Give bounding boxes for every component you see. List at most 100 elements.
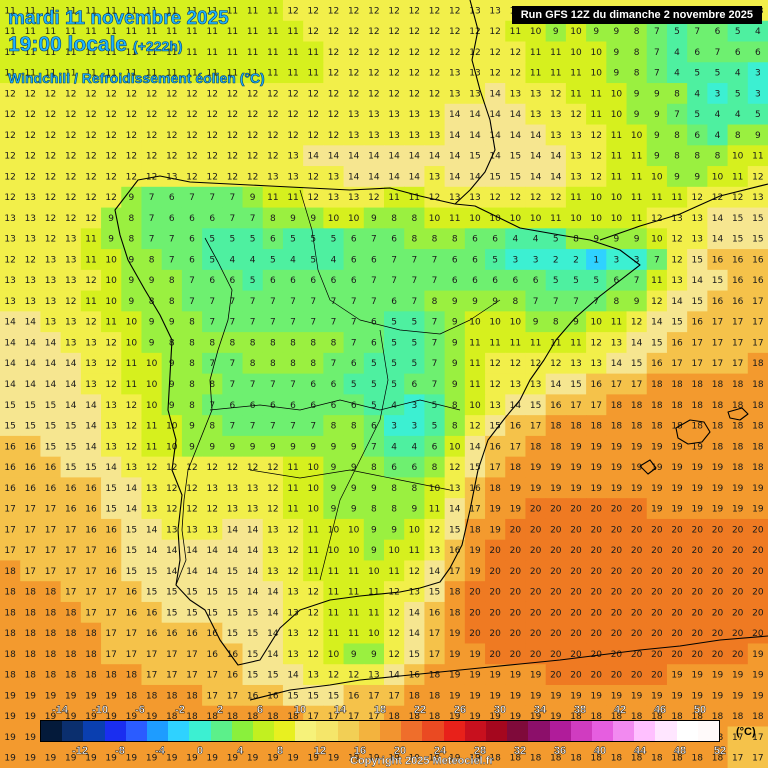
grid-cell bbox=[666, 103, 688, 126]
grid-cell bbox=[384, 145, 405, 167]
grid-value: 13 bbox=[227, 505, 238, 515]
grid-cell bbox=[424, 539, 446, 562]
grid-cell bbox=[141, 456, 163, 479]
grid-cell bbox=[222, 352, 244, 375]
grid-cell bbox=[545, 83, 567, 105]
grid-value: 12 bbox=[45, 110, 56, 120]
grid-value: 5 bbox=[735, 89, 741, 99]
grid-cell bbox=[687, 103, 708, 126]
grid-value: 12 bbox=[489, 380, 500, 390]
grid-value: 3 bbox=[755, 89, 761, 99]
grid-value: 10 bbox=[732, 152, 744, 162]
grid-cell bbox=[687, 186, 708, 209]
legend-label-bottom: 32 bbox=[513, 745, 527, 757]
grid-value: 18 bbox=[105, 671, 117, 681]
grid-cell bbox=[606, 145, 628, 167]
grid-cell bbox=[80, 62, 102, 84]
grid-cell bbox=[363, 20, 385, 43]
grid-value: 15 bbox=[328, 691, 339, 701]
grid-value: 9 bbox=[310, 214, 316, 224]
grid-value: 8 bbox=[209, 422, 215, 432]
grid-value: 16 bbox=[227, 671, 239, 681]
grid-cell bbox=[464, 207, 486, 229]
grid-value: 18 bbox=[166, 691, 178, 701]
grid-cell bbox=[646, 228, 668, 250]
grid-cell bbox=[687, 332, 708, 354]
grid-value: 10 bbox=[651, 172, 663, 182]
grid-cell bbox=[202, 311, 223, 333]
legend-swatch bbox=[104, 721, 126, 741]
grid-value: 12 bbox=[126, 110, 137, 120]
grid-value: 19 bbox=[4, 712, 16, 722]
grid-cell bbox=[404, 332, 426, 354]
grid-value: 13 bbox=[287, 629, 298, 639]
grid-cell bbox=[444, 560, 466, 582]
grid-cell bbox=[404, 290, 426, 312]
grid-value: 19 bbox=[752, 671, 764, 681]
grid-value: 15 bbox=[227, 567, 238, 577]
grid-value: 14 bbox=[510, 131, 522, 141]
grid-value: 18 bbox=[671, 401, 683, 411]
grid-cell bbox=[20, 477, 42, 499]
grid-cell bbox=[141, 269, 163, 292]
grid-cell bbox=[404, 145, 426, 167]
grid-cell bbox=[222, 207, 244, 229]
grid-value: 19 bbox=[611, 442, 623, 452]
grid-value: 12 bbox=[348, 27, 359, 37]
grid-cell bbox=[384, 0, 405, 22]
grid-cell bbox=[101, 415, 122, 437]
grid-value: 18 bbox=[570, 422, 582, 432]
grid-value: 14 bbox=[489, 110, 501, 120]
grid-value: 7 bbox=[654, 48, 660, 58]
grid-cell bbox=[363, 83, 385, 105]
grid-value: 19 bbox=[611, 463, 623, 473]
grid-value: 2 bbox=[573, 255, 579, 265]
grid-value: 12 bbox=[530, 193, 541, 203]
grid-cell bbox=[666, 228, 688, 250]
grid-value: 11 bbox=[287, 193, 298, 203]
grid-value: 19 bbox=[126, 754, 138, 764]
grid-value: 9 bbox=[634, 89, 640, 99]
grid-value: 13 bbox=[65, 318, 76, 328]
grid-value: 5 bbox=[351, 380, 357, 390]
legend-swatch bbox=[570, 721, 592, 741]
grid-value: 12 bbox=[328, 671, 339, 681]
grid-cell bbox=[545, 373, 567, 395]
grid-value: 11 bbox=[186, 48, 197, 58]
legend-label-top: 10 bbox=[293, 704, 307, 716]
grid-value: 12 bbox=[429, 48, 440, 58]
grid-cell bbox=[424, 207, 446, 229]
grid-value: 15 bbox=[25, 401, 36, 411]
grid-cell bbox=[404, 435, 426, 458]
grid-value: 12 bbox=[308, 588, 319, 598]
legend-swatch bbox=[295, 721, 317, 741]
grid-cell bbox=[404, 477, 426, 499]
grid-value: 18 bbox=[186, 691, 198, 701]
grid-value: 12 bbox=[146, 463, 157, 473]
grid-cell bbox=[444, 166, 466, 188]
grid-cell bbox=[222, 332, 244, 354]
grid-value: 19 bbox=[45, 754, 57, 764]
grid-cell bbox=[404, 41, 426, 63]
grid-value: 10 bbox=[712, 172, 724, 182]
grid-value: 17 bbox=[25, 525, 36, 535]
grid-cell bbox=[626, 145, 648, 167]
grid-cell bbox=[505, 498, 527, 520]
grid-cell bbox=[444, 145, 466, 167]
grid-cell bbox=[404, 62, 426, 84]
legend-swatch bbox=[210, 721, 232, 741]
grid-value: 12 bbox=[65, 152, 76, 162]
legend-swatch bbox=[231, 721, 253, 741]
grid-cell bbox=[606, 332, 628, 354]
grid-value: 19 bbox=[712, 505, 724, 515]
grid-cell bbox=[586, 373, 607, 395]
grid-cell bbox=[363, 560, 385, 582]
grid-cell bbox=[444, 20, 466, 43]
grid-value: 10 bbox=[611, 214, 623, 224]
grid-cell bbox=[444, 498, 466, 520]
grid-cell bbox=[606, 62, 628, 84]
grid-value: 7 bbox=[250, 380, 256, 390]
grid-cell bbox=[323, 394, 345, 416]
grid-cell bbox=[20, 228, 42, 250]
